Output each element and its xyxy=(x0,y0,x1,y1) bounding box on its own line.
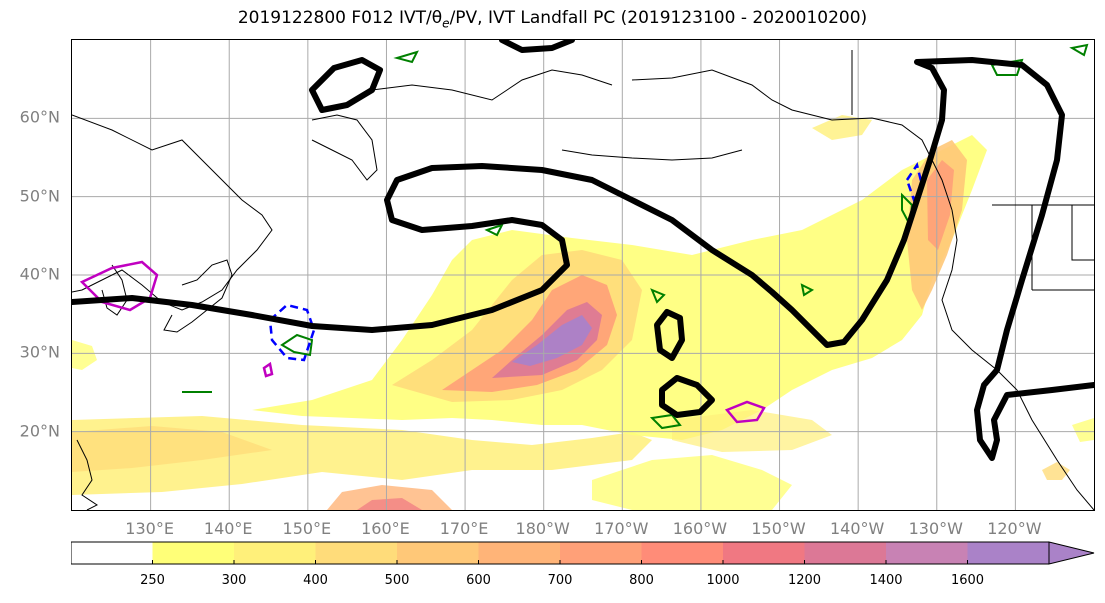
ivt-region-west-small xyxy=(72,340,97,370)
map-title: 2019122800 F012 IVT/θe/PV, IVT Landfall … xyxy=(0,8,1105,30)
black-contour-loop-2 xyxy=(659,375,715,418)
latitude-label: 60°N xyxy=(19,107,60,127)
longitude-label: 130°E xyxy=(125,519,174,538)
ivt-region-far-east xyxy=(1072,418,1094,442)
longitude-label: 140°W xyxy=(829,519,885,538)
green-contour-10 xyxy=(800,283,815,297)
magenta-contour-1 xyxy=(79,260,159,312)
coast-siberia xyxy=(371,69,613,101)
colorbar-segment xyxy=(152,542,235,564)
ivt-region-bottom-inner xyxy=(357,498,422,510)
green-contour-2 xyxy=(650,288,666,304)
green-contour-1 xyxy=(280,333,314,357)
colorbar-segment xyxy=(967,542,1050,564)
magenta-contour-2 xyxy=(724,400,766,424)
magenta-contours xyxy=(79,260,766,424)
coast-kamchatka xyxy=(311,114,378,181)
ivt-region-bottom-core xyxy=(327,485,452,510)
colorbar-tick-label: 300 xyxy=(221,573,247,588)
black-contour-loop-1 xyxy=(654,309,685,361)
colorbar-segment xyxy=(315,542,398,564)
colorbar-tick-label: 400 xyxy=(303,573,328,588)
colorbar-tick-label: 800 xyxy=(629,573,654,588)
colorbar-tick-label: 1400 xyxy=(869,573,903,588)
longitude-label: 180°W xyxy=(515,519,570,538)
map-panel xyxy=(71,39,1095,511)
longitude-label: 170°E xyxy=(439,519,489,538)
colorbar-segment xyxy=(71,542,153,564)
black-contour-main xyxy=(72,57,1094,461)
colorbar-tick-label: 1000 xyxy=(706,573,740,588)
colorbar-tick-label: 250 xyxy=(140,573,165,588)
colorbar-tick-label: 500 xyxy=(384,573,410,588)
coast-philippines xyxy=(76,439,98,510)
colorbar-tick-label: 1200 xyxy=(787,573,822,588)
colorbar-tick-label: 600 xyxy=(466,573,491,588)
coast-na-west xyxy=(941,209,1094,510)
ivt-region-tropical-west-core xyxy=(72,426,272,472)
ivt-region-east-tropical xyxy=(592,455,792,510)
map-canvas xyxy=(72,40,1094,510)
colorbar-canvas xyxy=(70,541,1095,565)
colorbar-segment xyxy=(397,542,479,564)
longitude-label: 120°W xyxy=(987,519,1042,538)
latitude-label: 40°N xyxy=(19,264,60,284)
colorbar-segment xyxy=(641,542,724,564)
ivt-region-coastal-core xyxy=(927,160,954,250)
colorbar-segment xyxy=(804,542,887,564)
longitude-label: 160°W xyxy=(672,519,728,538)
colorbar-segment xyxy=(560,542,642,564)
longitude-label: 150°E xyxy=(282,519,332,538)
title-rest: /PV, IVT Landfall PC (2019123100 - 20200… xyxy=(449,8,868,28)
colorbar-segment xyxy=(234,542,316,564)
longitude-label: 160°E xyxy=(361,519,410,538)
title-main: 2019122800 F012 IVT/θ xyxy=(237,8,443,28)
green-contour-8 xyxy=(484,223,504,237)
green-contour-9 xyxy=(1069,43,1089,57)
ivt-region-far-east-2 xyxy=(1042,462,1070,480)
longitude-label: 140°E xyxy=(203,519,253,538)
latitude-label: 30°N xyxy=(19,342,60,362)
ivt-region-ar-inner xyxy=(442,275,617,392)
coast-aleutians xyxy=(561,149,743,161)
latitude-label: 50°N xyxy=(19,186,60,206)
green-contour-7 xyxy=(393,50,419,64)
ivt-region-east-tropical-2 xyxy=(672,410,832,452)
blue-contours xyxy=(268,161,924,362)
ivt-region-gulf xyxy=(812,115,872,140)
graticule xyxy=(72,40,1094,510)
coast-asia xyxy=(72,114,273,311)
black-contour-north-arc xyxy=(499,40,575,53)
green-contour-3 xyxy=(649,413,682,430)
colorbar-segment xyxy=(886,542,968,564)
colorbar-extend-arrow xyxy=(1048,541,1095,565)
black-contour-kamchatka-loop xyxy=(309,57,383,113)
black-contours xyxy=(72,40,1094,461)
magenta-contour-3 xyxy=(262,361,274,378)
title-subscript: e xyxy=(442,16,450,31)
latitude-label: 20°N xyxy=(19,421,60,441)
colorbar-segment xyxy=(478,542,561,564)
blue-contour-1 xyxy=(268,303,316,362)
colorbar-tick-label: 1600 xyxy=(950,573,985,588)
ivt-shading xyxy=(72,115,1094,510)
longitude-label: 150°W xyxy=(751,519,806,538)
coast-japan xyxy=(163,259,233,333)
colorbar-tick-label: 700 xyxy=(547,573,573,588)
colorbar xyxy=(70,541,1101,569)
longitude-label: 170°W xyxy=(594,519,649,538)
longitude-label: 130°W xyxy=(908,519,963,538)
colorbar-segment xyxy=(723,542,805,564)
